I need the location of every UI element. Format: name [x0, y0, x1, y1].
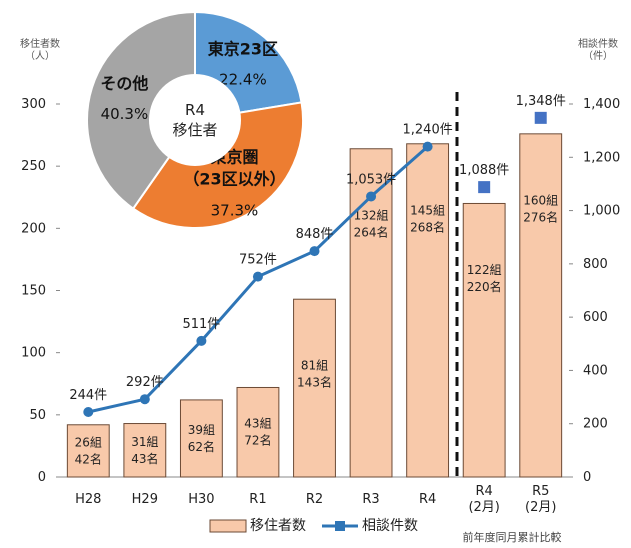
point-label: 1,348件 [516, 93, 566, 108]
bar [519, 133, 563, 478]
pie-slice [131, 101, 304, 229]
point-label: 752件 [239, 252, 277, 267]
x-tick-label: R5 (2月) [525, 484, 556, 515]
bar [462, 202, 506, 478]
bar [236, 386, 280, 478]
y2-tick-label: 0 [583, 470, 591, 485]
legend-label: 移住者数 [250, 518, 306, 534]
y2-tick-label: 600 [583, 310, 608, 325]
bar-label: 43組 72名 [244, 416, 271, 447]
point-label: 1,240件 [403, 122, 453, 137]
bar-label: 160組 276名 [523, 193, 558, 224]
slice-value: 22.4% [219, 70, 267, 88]
point-label: 244件 [69, 387, 107, 402]
marker [534, 111, 547, 124]
legend-swatch [335, 521, 345, 531]
bar-label: 122組 220名 [467, 262, 502, 293]
x-tick-label: R1 [249, 492, 266, 507]
pie-slice [86, 10, 196, 210]
bar-label: 31組 43名 [131, 434, 158, 465]
bar [179, 399, 223, 478]
slice-value: 40.3% [101, 104, 149, 122]
x-tick-label: H30 [188, 492, 214, 507]
point-label: 292件 [126, 375, 164, 390]
x-tick-label: R2 [306, 492, 323, 507]
marker [252, 271, 263, 282]
y-tick-label: 300 [21, 97, 46, 112]
bar-label: 39組 62名 [188, 422, 215, 453]
point-label: 848件 [296, 227, 334, 242]
y2-tick-label: 400 [583, 363, 608, 378]
x-tick-label: H29 [132, 492, 158, 507]
y-tick-label: 100 [21, 345, 46, 360]
bar-label: 81組 143名 [297, 358, 332, 389]
x-tick-label: R3 [362, 492, 379, 507]
y-tick-label: 0 [38, 470, 46, 485]
y2-axis-label: 相談件数（件） [578, 37, 618, 62]
bar [349, 148, 393, 478]
bar [123, 423, 167, 478]
y2-tick-label: 200 [583, 416, 608, 431]
point-label: 511件 [182, 316, 220, 331]
bar-label: 26組 42名 [75, 435, 102, 466]
marker [366, 191, 377, 202]
legend-swatch [209, 519, 247, 533]
x-tick-label: H28 [75, 492, 101, 507]
y-tick-label: 50 [29, 407, 46, 422]
legend-label: 相談件数 [362, 518, 418, 534]
point-label: 1,053件 [346, 172, 396, 187]
point-label: 1,088件 [459, 163, 509, 178]
marker [422, 141, 433, 152]
y-tick-label: 150 [21, 283, 46, 298]
marker [478, 181, 491, 194]
pie-center-label: R4 移住者 [172, 101, 217, 139]
y2-tick-label: 800 [583, 256, 608, 271]
slice-name: 東京23区 [208, 39, 278, 58]
marker [196, 335, 207, 346]
y-tick-label: 200 [21, 221, 46, 236]
bar [66, 424, 110, 478]
y2-tick-label: 1,400 [583, 97, 620, 112]
bar-label: 145組 268名 [410, 203, 445, 234]
y2-tick-label: 1,200 [583, 150, 620, 165]
slice-name: その他 [100, 73, 148, 92]
pie-center [149, 74, 241, 166]
annotation: 前年度同月累計比較 [463, 530, 562, 544]
bar [406, 143, 450, 478]
marker [309, 246, 320, 257]
x-tick-label: R4 (2月) [468, 484, 499, 515]
x-tick-label: R4 [419, 492, 436, 507]
y2-tick-label: 1,000 [583, 203, 620, 218]
bar-label: 132組 264名 [354, 208, 389, 239]
bar [293, 298, 336, 478]
marker [83, 406, 94, 417]
y-axis-label: 移住者数（人） [20, 37, 60, 62]
marker [139, 394, 150, 405]
y-tick-label: 250 [21, 159, 46, 174]
slice-value: 37.3% [211, 201, 259, 219]
